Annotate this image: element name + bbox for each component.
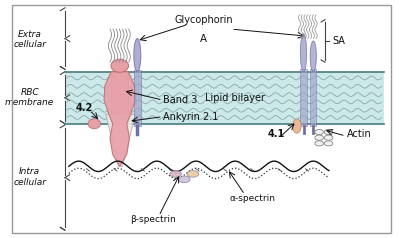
Ellipse shape: [111, 59, 128, 72]
Ellipse shape: [300, 34, 307, 72]
Text: Actin: Actin: [346, 129, 371, 139]
Text: β-spectrin: β-spectrin: [130, 215, 176, 224]
Ellipse shape: [170, 171, 182, 177]
Bar: [310, 69, 316, 126]
Ellipse shape: [292, 119, 301, 133]
Circle shape: [324, 129, 333, 135]
Bar: [300, 69, 307, 126]
Bar: [134, 70, 141, 126]
Circle shape: [324, 135, 333, 140]
Text: Band 3: Band 3: [163, 95, 197, 105]
Polygon shape: [104, 72, 135, 166]
Text: Lipid bilayer: Lipid bilayer: [205, 93, 265, 103]
Text: 4.2: 4.2: [76, 103, 93, 113]
Ellipse shape: [134, 39, 141, 72]
Ellipse shape: [178, 176, 190, 183]
Text: Ankyrin 2.1: Ankyrin 2.1: [163, 112, 218, 122]
Polygon shape: [106, 114, 135, 166]
Text: SA: SA: [333, 36, 346, 46]
Bar: [65, 72, 384, 124]
Text: Glycophorin: Glycophorin: [174, 15, 233, 25]
Ellipse shape: [310, 41, 316, 72]
Circle shape: [315, 141, 324, 146]
Ellipse shape: [187, 171, 199, 177]
Text: A: A: [200, 34, 207, 44]
Circle shape: [315, 129, 324, 135]
Polygon shape: [111, 72, 128, 124]
Text: RBC
membrane: RBC membrane: [5, 88, 54, 107]
Text: α-spectrin: α-spectrin: [230, 194, 276, 203]
Text: Extra
cellular: Extra cellular: [13, 30, 46, 50]
Ellipse shape: [88, 119, 100, 129]
Circle shape: [315, 135, 324, 140]
Text: 4.1: 4.1: [268, 129, 285, 139]
Text: Intra
cellular: Intra cellular: [13, 167, 46, 187]
Circle shape: [324, 141, 333, 146]
